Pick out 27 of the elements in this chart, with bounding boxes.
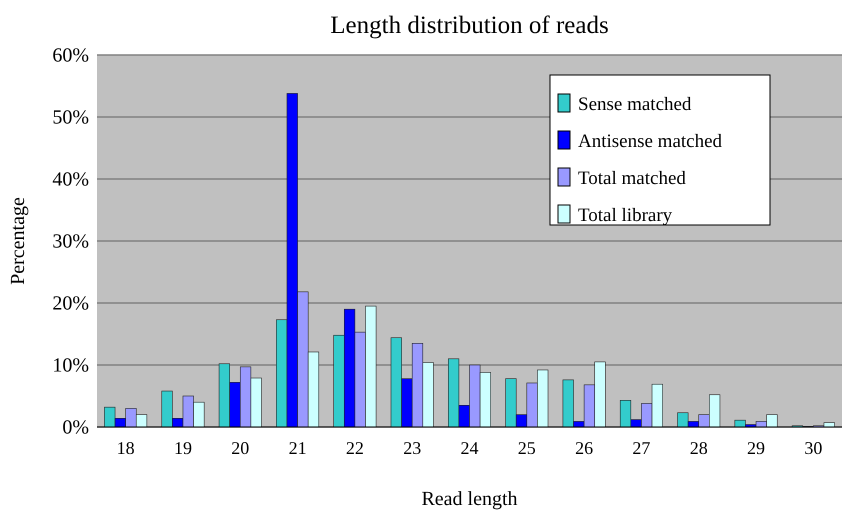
- x-tick-label: 23: [403, 438, 422, 458]
- legend-label: Sense matched: [578, 94, 692, 115]
- chart-title: Length distribution of reads: [330, 12, 609, 39]
- x-tick-label: 18: [116, 438, 135, 458]
- x-axis-title: Read length: [421, 488, 518, 510]
- legend-label: Total library: [578, 205, 673, 226]
- x-tick-label: 25: [518, 438, 536, 458]
- y-tick-label: 0%: [62, 416, 89, 438]
- y-tick-label: 20%: [52, 292, 89, 314]
- x-tick-label: 19: [174, 438, 192, 458]
- x-tick-label: 22: [346, 438, 364, 458]
- y-axis-title: Percentage: [7, 197, 29, 285]
- y-tick-label: 40%: [52, 168, 89, 190]
- legend-label: Antisense matched: [578, 131, 723, 152]
- x-tick-label: 28: [690, 438, 708, 458]
- y-tick-label: 50%: [52, 106, 89, 128]
- x-tick-label: 24: [460, 438, 478, 458]
- y-tick-label: 60%: [52, 44, 89, 66]
- x-tick-label: 29: [747, 438, 766, 458]
- x-tick-label: 26: [575, 438, 594, 458]
- x-tick-label: 20: [231, 438, 250, 458]
- x-tick-label: 30: [804, 438, 822, 458]
- x-tick-label: 27: [632, 438, 650, 458]
- y-tick-label: 30%: [52, 230, 89, 252]
- legend-label: Total matched: [578, 168, 686, 189]
- y-tick-label: 10%: [52, 354, 89, 376]
- x-tick-label: 21: [288, 438, 307, 458]
